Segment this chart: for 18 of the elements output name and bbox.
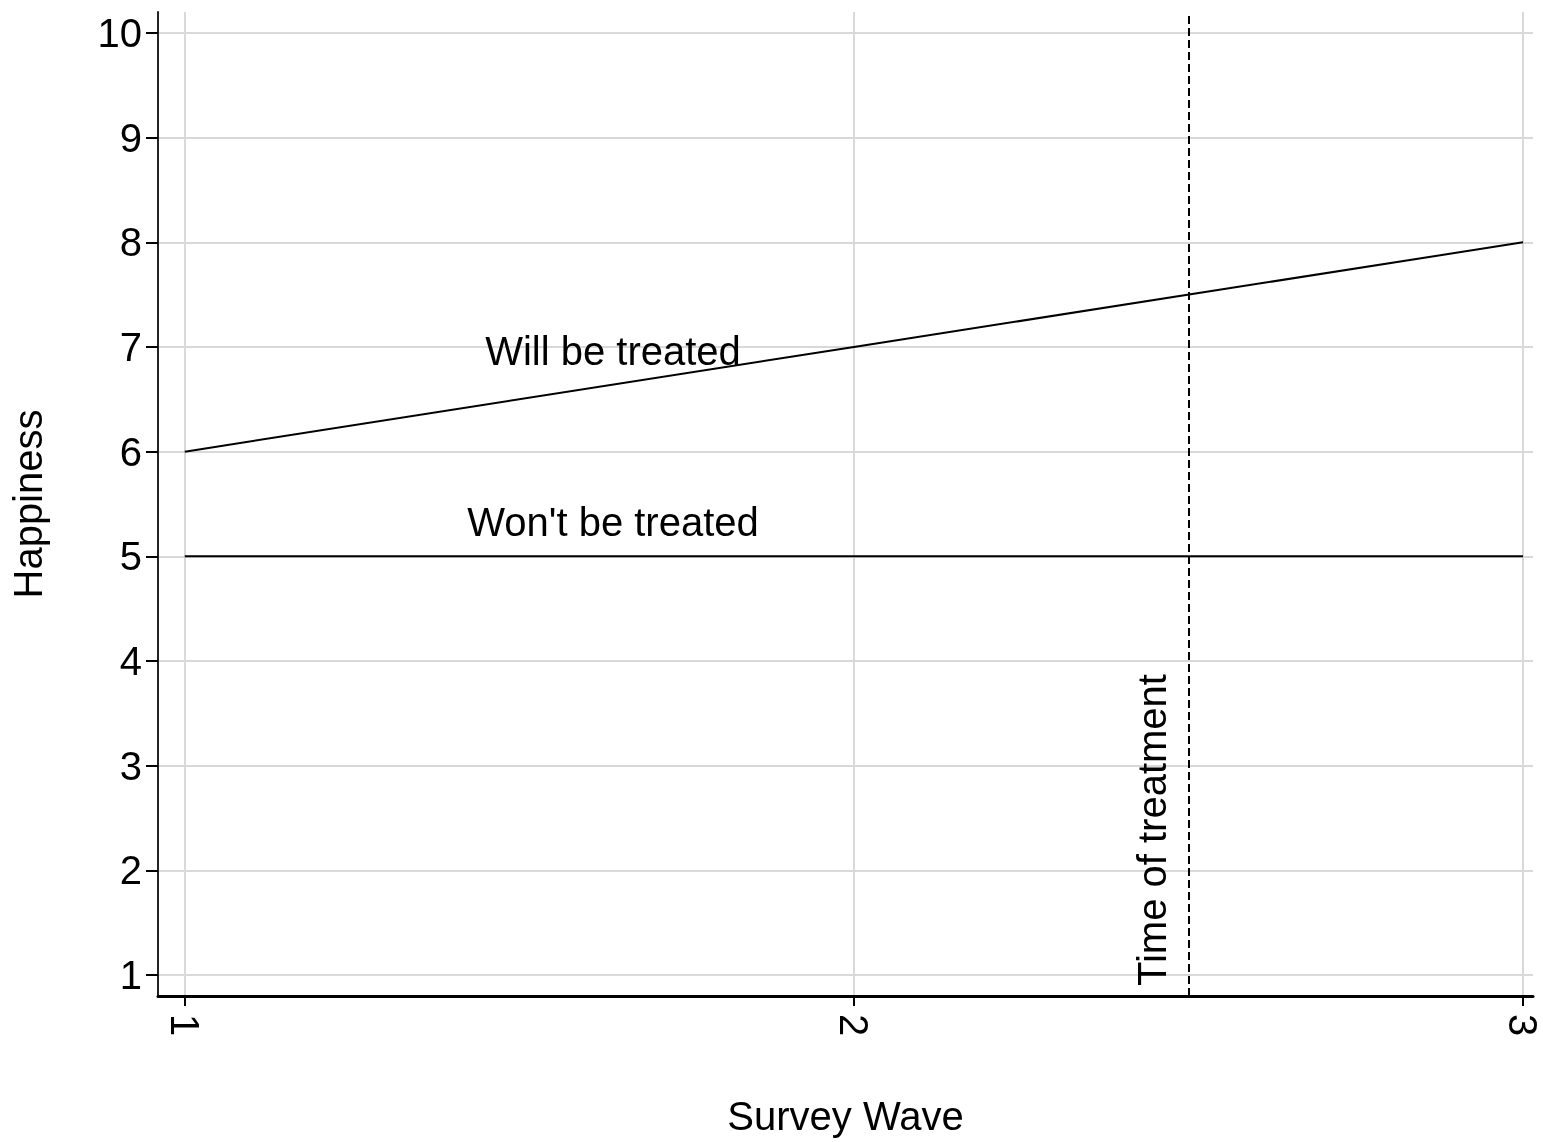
x-tick-label: 1 bbox=[162, 1014, 207, 1037]
series-label: Won't be treated bbox=[467, 500, 759, 545]
y-tick-label: 3 bbox=[119, 743, 142, 788]
y-tick-label: 10 bbox=[97, 10, 142, 55]
y-axis-title: Happiness bbox=[6, 409, 50, 599]
y-tick-label: 2 bbox=[119, 848, 142, 893]
y-tick-label: 6 bbox=[119, 429, 142, 474]
y-tick-label: 9 bbox=[119, 115, 142, 160]
y-tick-label: 8 bbox=[119, 220, 142, 265]
y-tick-label: 1 bbox=[119, 953, 142, 998]
series-label: Will be treated bbox=[485, 328, 741, 373]
y-tick-label: 4 bbox=[119, 639, 142, 684]
x-tick-label: 3 bbox=[1501, 1014, 1543, 1037]
y-tick-label: 5 bbox=[119, 534, 142, 579]
y-tick-label: 7 bbox=[119, 324, 142, 369]
ref-line-label: Time of treatment bbox=[1130, 674, 1175, 986]
x-tick-label: 2 bbox=[831, 1014, 876, 1037]
x-axis-title: Survey Wave bbox=[727, 1094, 964, 1138]
